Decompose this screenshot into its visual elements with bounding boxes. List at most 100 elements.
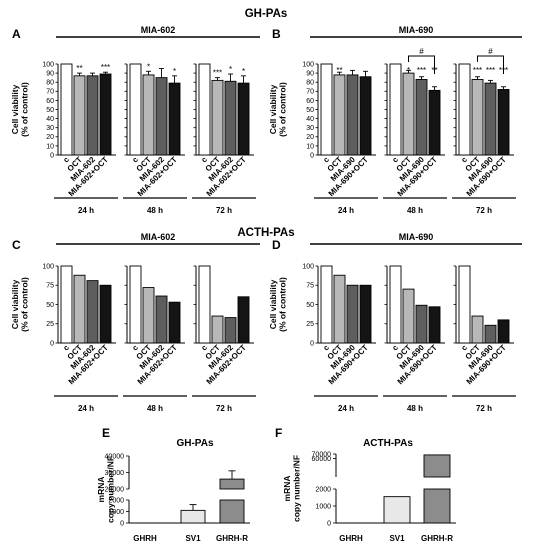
bar <box>346 284 359 344</box>
y-axis-label-line: Cell viability <box>10 279 20 329</box>
group-label: 72 h <box>216 206 232 215</box>
y-tick-label: 1000 <box>315 504 331 511</box>
significance-marker: * <box>229 65 232 74</box>
group-label: 48 h <box>147 206 163 215</box>
bar <box>320 265 333 344</box>
bar <box>129 265 142 344</box>
category-label: c <box>390 343 400 353</box>
bar <box>333 274 346 344</box>
category-label: GHRH-R <box>421 534 453 543</box>
y-tick-label: 80 <box>306 80 314 87</box>
panel-letter: B <box>272 27 281 41</box>
bar <box>484 82 497 156</box>
panel-letter: C <box>12 238 21 252</box>
bar <box>497 319 510 344</box>
bracket-marker: # <box>419 47 424 56</box>
bar <box>129 63 142 156</box>
bar <box>471 315 484 344</box>
y-tick-label: 0 <box>50 340 54 347</box>
bar <box>180 509 206 524</box>
significance-marker: *** <box>473 66 482 75</box>
category-label: c <box>321 155 331 165</box>
y-tick-label: 50 <box>306 107 314 114</box>
y-tick-label: 100 <box>302 263 314 270</box>
panel-letter: A <box>12 27 21 41</box>
category-label: GHRH-R <box>216 534 248 543</box>
comparison-bracket <box>477 55 504 74</box>
group-label: 24 h <box>78 404 94 413</box>
bar <box>99 284 112 344</box>
bar-upper-segment <box>219 478 245 490</box>
category-label: SV1 <box>389 534 405 543</box>
bar <box>211 79 224 156</box>
category-label: GHRH <box>339 534 363 543</box>
y-tick-label: 60 <box>46 98 54 105</box>
group-label: 72 h <box>216 404 232 413</box>
bar <box>198 265 211 344</box>
bar <box>428 306 441 344</box>
significance-marker: * <box>407 66 410 75</box>
category-label: c <box>459 155 469 165</box>
bar <box>86 280 99 344</box>
bar <box>99 73 112 156</box>
significance-marker: ** <box>336 66 342 75</box>
group-48-h: c*OCT***MIA-690**MIA-690+OCT#48 h <box>383 47 447 215</box>
y-tick-label: 90 <box>46 71 54 78</box>
y-axis-label-line: (% of control) <box>277 277 287 332</box>
category-label: c <box>61 155 71 165</box>
bar <box>458 63 471 156</box>
panel-subtitle: MIA-602 <box>141 25 176 35</box>
y-tick-label: 90 <box>306 71 314 78</box>
category-label: c <box>130 155 140 165</box>
y-tick-label: 100 <box>42 263 54 270</box>
y-tick-label: 20 <box>46 134 54 141</box>
panel-subtitle: MIA-690 <box>399 232 434 242</box>
y-tick-label: 40000 <box>105 454 125 461</box>
bar <box>346 74 359 156</box>
bar <box>484 324 497 344</box>
y-tick-label: 80 <box>46 80 54 87</box>
bar <box>458 265 471 344</box>
significance-marker: ** <box>76 64 82 73</box>
y-tick-label: 0 <box>310 152 314 159</box>
group-72-h: c***OCT***MIA-690***MIA-690+OCT#72 h <box>452 47 516 215</box>
bar <box>320 63 333 156</box>
bar <box>155 295 168 344</box>
y-tick-label: 40 <box>46 116 54 123</box>
bar <box>168 301 181 344</box>
bar <box>224 317 237 344</box>
y-tick-label: 100 <box>42 61 54 68</box>
bar <box>168 82 181 156</box>
y-tick-label: 20000 <box>105 487 125 494</box>
y-tick-label: 30 <box>306 125 314 132</box>
bracket-marker: # <box>488 47 493 56</box>
y-axis-label-line: Cell viability <box>268 84 278 134</box>
y-axis-label-line: Cell viability <box>10 84 20 134</box>
y-axis-label: mRNAcopy number/NF <box>96 456 115 523</box>
panel-title: ACTH-PAs <box>363 438 413 449</box>
bar <box>497 89 510 156</box>
y-tick-label: 70 <box>46 89 54 96</box>
y-tick-label: 0 <box>327 521 331 528</box>
significance-marker: *** <box>486 66 495 75</box>
bar <box>237 82 250 156</box>
group-24-h: 0102030405060708090100c**OCTMIA-602***MI… <box>42 61 118 215</box>
y-axis-label: mRNAcopy number/NF <box>282 455 301 522</box>
comparison-bracket <box>408 55 435 74</box>
significance-marker: *** <box>417 66 426 75</box>
category-label: GHRH <box>133 534 157 543</box>
y-tick-label: 0 <box>310 340 314 347</box>
y-axis-label: Cell viability(% of control) <box>268 277 287 332</box>
group-label: 24 h <box>338 404 354 413</box>
group-label: 24 h <box>78 206 94 215</box>
category-label: c <box>459 343 469 353</box>
panel-letter: D <box>272 238 281 252</box>
significance-marker: *** <box>213 69 222 78</box>
